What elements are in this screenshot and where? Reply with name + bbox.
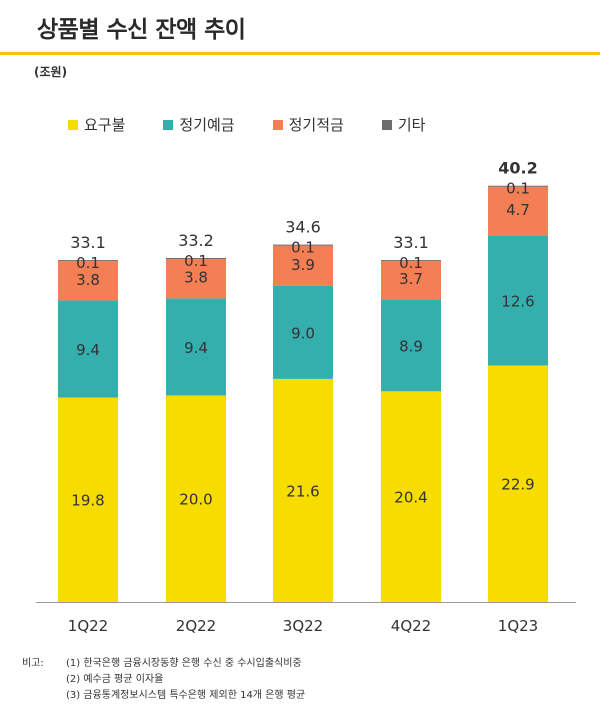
value-label-installment-1Q23: 4.7 bbox=[506, 201, 530, 219]
legend-label-time-deposit: 정기예금 bbox=[179, 116, 235, 134]
footnote-1: (1) 한국은행 금융시장동향 은행 수신 중 수시입출식비중 bbox=[66, 658, 302, 669]
legend-swatch-other bbox=[381, 119, 392, 130]
value-label-demand-4Q22: 20.4 bbox=[394, 489, 427, 507]
bar-installment-3Q22 bbox=[273, 245, 333, 286]
footnote-2: (2) 예수금 평균 이자율 bbox=[66, 674, 164, 685]
value-label-time-deposit-2Q22: 9.4 bbox=[184, 339, 208, 357]
bar-installment-1Q22 bbox=[58, 261, 118, 301]
footnotes-label: 비고: bbox=[22, 658, 44, 669]
total-label-1Q23: 40.2 bbox=[498, 159, 537, 178]
bar-time-deposit-1Q22 bbox=[58, 300, 118, 398]
bar-other-1Q23 bbox=[488, 185, 548, 187]
value-label-demand-2Q22: 20.0 bbox=[179, 491, 212, 509]
value-label-other-3Q22: 0.1 bbox=[291, 239, 315, 257]
value-label-time-deposit-1Q22: 9.4 bbox=[76, 341, 100, 359]
value-label-demand-3Q22: 21.6 bbox=[286, 482, 319, 500]
legend-item-time-deposit: 정기예금 bbox=[163, 114, 235, 135]
page-title: 상품별 수신 잔액 추이 bbox=[37, 17, 246, 43]
value-label-installment-1Q22: 3.8 bbox=[76, 271, 100, 289]
unit-label: (조원) bbox=[34, 65, 68, 79]
legend-label-other: 기타 bbox=[397, 116, 426, 134]
x-tick-label-3Q22: 3Q22 bbox=[283, 617, 323, 635]
legend-label-installment: 정기적금 bbox=[288, 116, 344, 134]
value-label-installment-4Q22: 3.7 bbox=[399, 270, 423, 288]
bar-time-deposit-1Q23 bbox=[488, 235, 548, 366]
x-tick-label-1Q22: 1Q22 bbox=[68, 617, 108, 635]
value-label-time-deposit-4Q22: 8.9 bbox=[399, 337, 423, 355]
value-label-other-1Q22: 0.1 bbox=[76, 254, 100, 272]
x-tick-label-4Q22: 4Q22 bbox=[391, 617, 431, 635]
bar-demand-2Q22 bbox=[166, 395, 226, 602]
bar-demand-1Q22 bbox=[58, 397, 118, 602]
bar-other-2Q22 bbox=[166, 258, 226, 260]
value-label-other-4Q22: 0.1 bbox=[399, 254, 423, 272]
value-label-other-2Q22: 0.1 bbox=[184, 252, 208, 270]
value-label-time-deposit-1Q23: 12.6 bbox=[501, 292, 534, 310]
value-label-time-deposit-3Q22: 9.0 bbox=[291, 324, 315, 342]
bar-demand-4Q22 bbox=[381, 391, 441, 602]
bar-other-3Q22 bbox=[273, 244, 333, 246]
bar-installment-1Q23 bbox=[488, 186, 548, 236]
title-underline bbox=[0, 52, 600, 55]
footnote-3: (3) 금융통계정보시스템 특수은행 제외한 14개 은행 평균 bbox=[66, 690, 306, 701]
bar-demand-1Q23 bbox=[488, 365, 548, 602]
value-label-demand-1Q23: 22.9 bbox=[501, 476, 534, 494]
total-label-4Q22: 33.1 bbox=[393, 233, 429, 252]
x-tick-label-1Q23: 1Q23 bbox=[498, 617, 538, 635]
value-label-demand-1Q22: 19.8 bbox=[71, 492, 104, 510]
bar-time-deposit-3Q22 bbox=[273, 285, 333, 379]
legend-item-other: 기타 bbox=[381, 114, 426, 135]
bar-time-deposit-2Q22 bbox=[166, 298, 226, 396]
total-label-2Q22: 33.2 bbox=[178, 231, 214, 250]
chart-legend: 요구불 정기예금 정기적금 기타 bbox=[68, 114, 425, 135]
legend-swatch-demand bbox=[68, 119, 78, 130]
legend-swatch-installment bbox=[272, 119, 283, 130]
total-label-3Q22: 34.6 bbox=[285, 218, 321, 237]
legend-item-demand: 요구불 bbox=[68, 114, 125, 135]
bar-installment-2Q22 bbox=[166, 259, 226, 299]
total-label-1Q22: 33.1 bbox=[70, 233, 106, 252]
bar-time-deposit-4Q22 bbox=[381, 299, 441, 392]
value-label-other-1Q23: 0.1 bbox=[506, 180, 530, 198]
bar-installment-4Q22 bbox=[381, 261, 441, 300]
x-tick-label-2Q22: 2Q22 bbox=[176, 617, 216, 635]
legend-item-installment: 정기적금 bbox=[272, 114, 344, 135]
value-label-installment-2Q22: 3.8 bbox=[184, 269, 208, 287]
bar-demand-3Q22 bbox=[273, 378, 333, 602]
value-label-installment-3Q22: 3.9 bbox=[291, 256, 315, 274]
legend-swatch-time-deposit bbox=[163, 119, 174, 130]
bar-other-4Q22 bbox=[381, 260, 441, 262]
bar-other-1Q22 bbox=[58, 260, 118, 262]
legend-label-demand: 요구불 bbox=[84, 116, 126, 134]
